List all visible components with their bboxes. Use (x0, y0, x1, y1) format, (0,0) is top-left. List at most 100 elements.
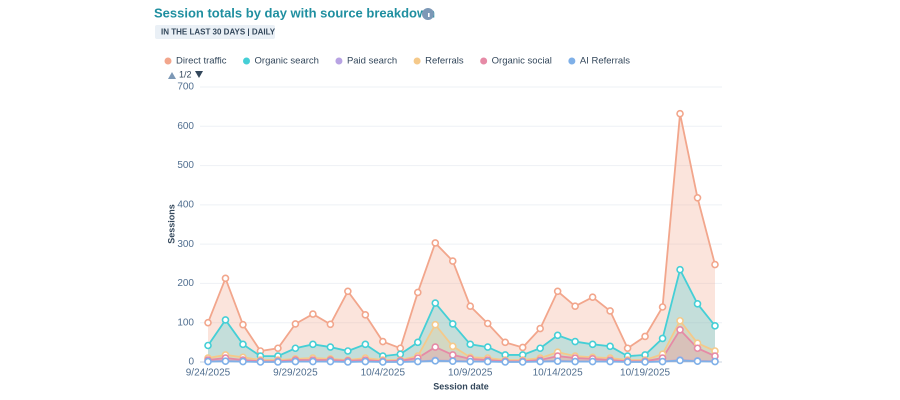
y-tick-label: 200 (177, 278, 194, 289)
legend-prev[interactable] (168, 72, 176, 79)
point (536, 357, 544, 366)
point (483, 357, 492, 366)
point (553, 287, 562, 296)
legend-next[interactable] (195, 71, 203, 78)
point (466, 357, 475, 366)
point (239, 320, 247, 329)
legend-label: AI Referrals (580, 56, 630, 67)
point (379, 358, 387, 366)
x-tick-label: 9/24/2025 (186, 368, 231, 379)
point (693, 193, 702, 202)
point (676, 316, 684, 325)
point (274, 344, 282, 353)
point (466, 302, 475, 311)
point (448, 257, 457, 265)
info-icon-glyph (428, 13, 430, 17)
point (221, 274, 230, 283)
point (291, 320, 300, 328)
legend-swatch (243, 57, 251, 65)
point (309, 357, 317, 366)
point (658, 334, 667, 343)
point (588, 293, 597, 301)
point (518, 343, 527, 352)
point (413, 338, 422, 347)
x-tick-label: 9/29/2025 (273, 368, 318, 379)
point (553, 331, 562, 340)
point (501, 338, 510, 347)
point (623, 358, 632, 366)
point (239, 357, 247, 366)
point (448, 357, 457, 366)
point (518, 358, 527, 366)
point (676, 265, 684, 274)
point (326, 320, 335, 329)
x-axis-label: Session date (433, 381, 489, 391)
point (448, 320, 457, 328)
point (448, 351, 457, 359)
point (588, 340, 597, 349)
point (431, 320, 440, 329)
point (291, 344, 300, 353)
legend-swatch (164, 57, 172, 65)
point (379, 337, 387, 346)
point (571, 337, 579, 346)
point (693, 357, 702, 366)
point (676, 356, 684, 365)
point (606, 307, 614, 315)
point (396, 358, 405, 366)
point (571, 302, 579, 311)
point (431, 343, 440, 351)
area (208, 113, 715, 362)
point (309, 310, 317, 318)
point (693, 344, 702, 353)
x-tick-label: 10/19/2025 (620, 368, 670, 379)
point (641, 358, 649, 366)
point (344, 347, 352, 355)
y-tick-label: 100 (177, 317, 194, 328)
point (204, 341, 212, 350)
point (536, 324, 544, 333)
point (483, 319, 492, 328)
x-tick-label: 10/4/2025 (361, 368, 406, 379)
point (204, 357, 212, 366)
point (239, 340, 247, 349)
point (658, 303, 667, 311)
point (413, 357, 422, 366)
point (623, 344, 632, 353)
point (344, 287, 352, 296)
point (711, 260, 719, 269)
point (641, 332, 649, 341)
legend-swatch (335, 57, 343, 65)
point (536, 344, 544, 353)
point (606, 342, 614, 351)
legend-label: Organic search (255, 56, 319, 67)
y-tick-label: 600 (177, 121, 194, 132)
x-tick-label: 10/9/2025 (448, 368, 493, 379)
point (309, 340, 317, 349)
x-tick-label: 10/14/2025 (533, 368, 583, 379)
point (361, 340, 370, 349)
legend-page: 1/2 (179, 69, 192, 79)
point (344, 358, 352, 366)
legend-swatch (480, 57, 488, 65)
legend-label: Paid search (347, 56, 397, 67)
legend-label: Direct traffic (176, 56, 227, 67)
y-tick-label: 400 (177, 199, 194, 210)
point (588, 357, 597, 366)
point (431, 299, 440, 307)
y-tick-label: 0 (188, 357, 194, 368)
point (693, 300, 702, 308)
point (326, 343, 335, 351)
point (361, 357, 370, 366)
point (658, 357, 667, 366)
y-axis-label: Sessions (166, 204, 176, 244)
point (711, 357, 719, 366)
point (204, 318, 212, 327)
point (413, 288, 422, 297)
y-tick-label: 300 (177, 239, 194, 250)
point (676, 109, 684, 118)
point (221, 357, 230, 366)
point (483, 343, 492, 351)
point (361, 311, 370, 319)
